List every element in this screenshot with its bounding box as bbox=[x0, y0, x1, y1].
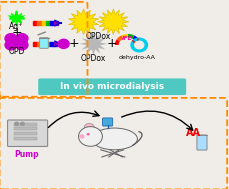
Bar bbox=[46, 42, 50, 46]
Bar bbox=[50, 42, 54, 46]
Bar bbox=[33, 21, 37, 25]
Bar bbox=[54, 42, 58, 46]
Polygon shape bbox=[7, 10, 26, 24]
Circle shape bbox=[79, 127, 102, 146]
Bar bbox=[46, 21, 50, 25]
FancyBboxPatch shape bbox=[40, 38, 48, 48]
Bar bbox=[42, 42, 46, 46]
Polygon shape bbox=[98, 9, 129, 35]
Circle shape bbox=[15, 122, 19, 125]
Text: dehydro-AA: dehydro-AA bbox=[119, 55, 156, 60]
Text: OPDox: OPDox bbox=[81, 54, 106, 63]
Bar bbox=[14, 132, 37, 135]
FancyBboxPatch shape bbox=[38, 78, 186, 95]
Polygon shape bbox=[80, 33, 107, 55]
Bar bbox=[37, 21, 42, 25]
Circle shape bbox=[5, 34, 17, 43]
Bar bbox=[54, 21, 58, 25]
Circle shape bbox=[84, 123, 94, 132]
Text: Pump: Pump bbox=[15, 149, 39, 159]
Text: IFE: IFE bbox=[122, 36, 133, 41]
Bar bbox=[14, 127, 37, 130]
Text: OPD: OPD bbox=[8, 46, 25, 56]
Circle shape bbox=[79, 134, 85, 139]
Circle shape bbox=[21, 122, 24, 125]
Text: +: + bbox=[11, 26, 22, 39]
Bar bbox=[14, 123, 37, 126]
Circle shape bbox=[135, 41, 144, 49]
Text: +: + bbox=[106, 37, 117, 50]
Ellipse shape bbox=[92, 128, 137, 150]
Bar bbox=[14, 137, 37, 140]
Bar bbox=[37, 42, 42, 46]
FancyBboxPatch shape bbox=[8, 120, 48, 146]
FancyBboxPatch shape bbox=[103, 118, 113, 126]
Text: AA: AA bbox=[186, 128, 201, 138]
Text: +: + bbox=[69, 37, 80, 50]
Bar bbox=[50, 21, 54, 25]
FancyBboxPatch shape bbox=[197, 135, 207, 150]
Circle shape bbox=[131, 38, 147, 52]
Circle shape bbox=[58, 39, 69, 48]
Circle shape bbox=[5, 40, 17, 50]
Circle shape bbox=[16, 40, 28, 50]
Circle shape bbox=[87, 133, 90, 136]
Bar bbox=[33, 42, 37, 46]
Bar bbox=[42, 21, 46, 25]
Text: OPDox: OPDox bbox=[86, 32, 111, 41]
Text: Ag⁺: Ag⁺ bbox=[9, 22, 24, 31]
Circle shape bbox=[16, 34, 28, 43]
Text: In vivo microdialysis: In vivo microdialysis bbox=[60, 82, 164, 91]
Polygon shape bbox=[68, 9, 99, 35]
